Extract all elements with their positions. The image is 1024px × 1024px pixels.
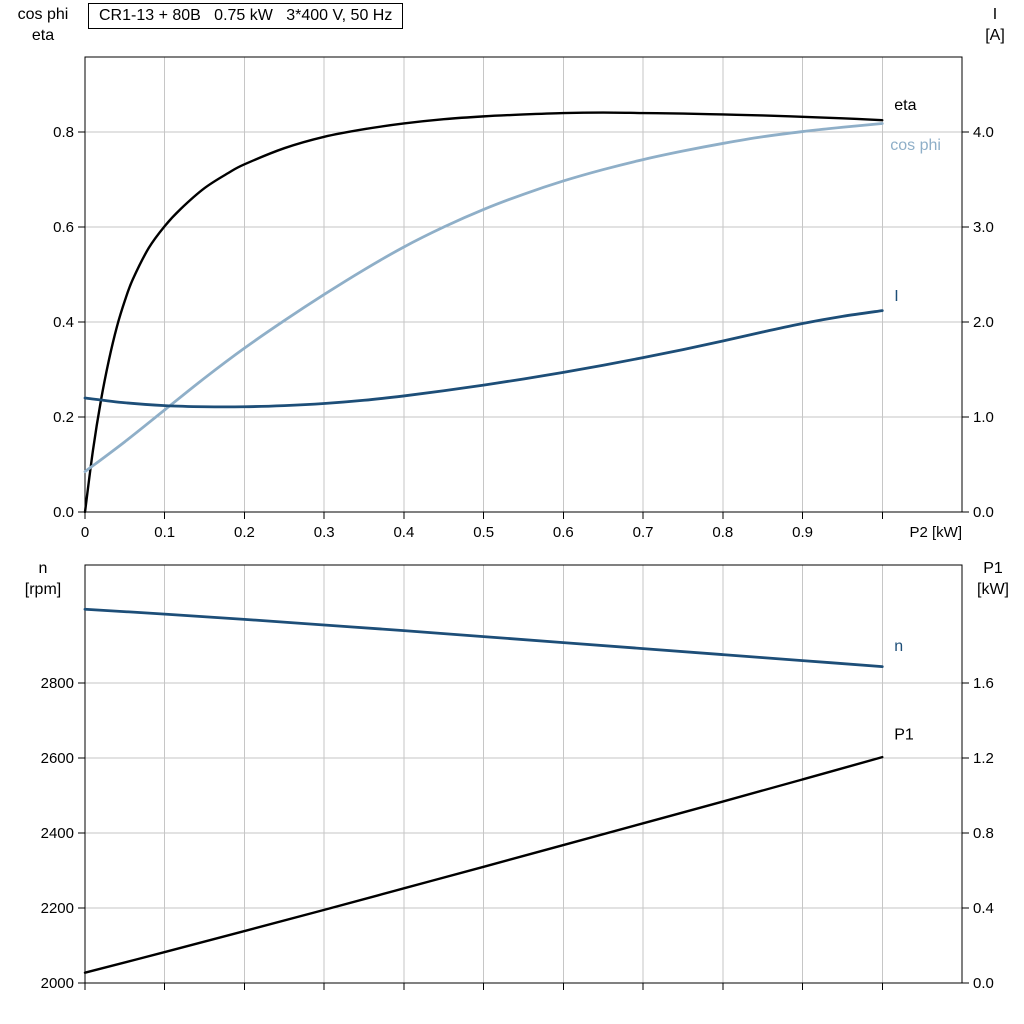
top-chart-right-axis-unit: I [A]	[968, 4, 1022, 46]
left-axis-tick-label: 0.8	[53, 124, 74, 141]
x-axis-title: P2 [kW]	[909, 524, 962, 541]
left-axis-tick-label: 0.2	[53, 409, 74, 426]
current-curve	[83, 309, 884, 409]
power-p1-curve-label: P1	[894, 726, 914, 743]
x-axis-tick-label: 0.8	[712, 524, 733, 541]
right-axis-unit-line1: I	[992, 6, 998, 23]
left-axis-tick-label: 0.0	[53, 504, 74, 521]
x-axis-tick-label: 0.7	[633, 524, 654, 541]
right-axis-tick-label: 0.0	[973, 975, 994, 992]
right-axis-unit-line2: [A]	[985, 27, 1005, 44]
left-axis-tick-label: 2000	[41, 975, 74, 992]
right-axis-unit-line2: [kW]	[977, 581, 1009, 598]
left-axis-tick-label: 2800	[41, 675, 74, 692]
top-chart: 0.0 0.2 0.4 0.6 0.8 0.0 1.0 2.0 3.0 4.0 0 0.1 0.2 0.3…	[53, 56, 994, 541]
right-axis-tick-label: 1.0	[973, 409, 994, 426]
eta-curve-label: eta	[894, 97, 916, 114]
left-axis-unit-line1: n	[38, 560, 48, 577]
left-axis-tick-label: 2200	[41, 900, 74, 917]
left-axis-unit-line2: [rpm]	[24, 581, 62, 598]
x-axis-tick-label: 0.1	[154, 524, 175, 541]
right-axis-tick-label: 4.0	[973, 124, 994, 141]
x-axis-tick-label: 0.5	[473, 524, 494, 541]
x-axis-tick-label: 0.2	[234, 524, 255, 541]
x-axis-tick-label: 0.9	[792, 524, 813, 541]
right-axis-tick-label: 2.0	[973, 314, 994, 331]
right-axis-unit-line1: P1	[983, 560, 1003, 577]
bottom-chart-right-axis-unit: P1 [kW]	[964, 558, 1022, 600]
right-axis-tick-label: 0.8	[973, 825, 994, 842]
cos-phi-curve	[83, 122, 884, 474]
speed-curve-label: n	[894, 638, 903, 655]
x-axis-tick-label: 0.6	[553, 524, 574, 541]
right-axis-tick-label: 1.2	[973, 750, 994, 767]
x-axis-tick-label: 0.3	[314, 524, 335, 541]
right-axis-tick-label: 1.6	[973, 675, 994, 692]
left-axis-tick-label: 2400	[41, 825, 74, 842]
power-p1-curve	[83, 755, 884, 974]
left-axis-tick-label: 0.6	[53, 219, 74, 236]
cos-phi-curve-label: cos phi	[890, 137, 941, 154]
x-axis-tick-label: 0.4	[393, 524, 414, 541]
right-axis-tick-label: 3.0	[973, 219, 994, 236]
speed-curve	[83, 607, 884, 668]
left-axis-unit-line1: cos phi	[17, 6, 69, 23]
bottom-chart-left-axis-unit: n [rpm]	[2, 558, 84, 600]
chart-title-box: CR1-13 + 80B 0.75 kW 3*400 V, 50 Hz	[88, 3, 404, 29]
right-axis-tick-label: 0.4	[973, 900, 994, 917]
left-axis-tick-label: 2600	[41, 750, 74, 767]
x-axis-tick-label: 0	[81, 524, 89, 541]
current-curve-label: I	[894, 288, 898, 305]
plot-border	[84, 564, 963, 984]
eta-curve	[83, 111, 884, 514]
left-axis-unit-line2: eta	[31, 27, 55, 44]
bottom-chart: 2000 2200 2400 2600 2800 0.0 0.4 0.8 1.2 1.6 n P1	[41, 564, 994, 992]
plot-border	[84, 56, 963, 513]
top-chart-left-axis-unit: cos phi eta	[2, 4, 84, 46]
left-axis-tick-label: 0.4	[53, 314, 74, 331]
right-axis-tick-label: 0.0	[973, 504, 994, 521]
